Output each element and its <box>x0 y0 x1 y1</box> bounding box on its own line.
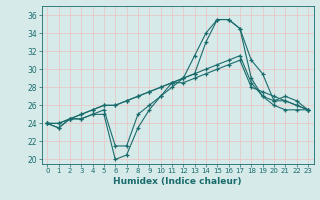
X-axis label: Humidex (Indice chaleur): Humidex (Indice chaleur) <box>113 177 242 186</box>
